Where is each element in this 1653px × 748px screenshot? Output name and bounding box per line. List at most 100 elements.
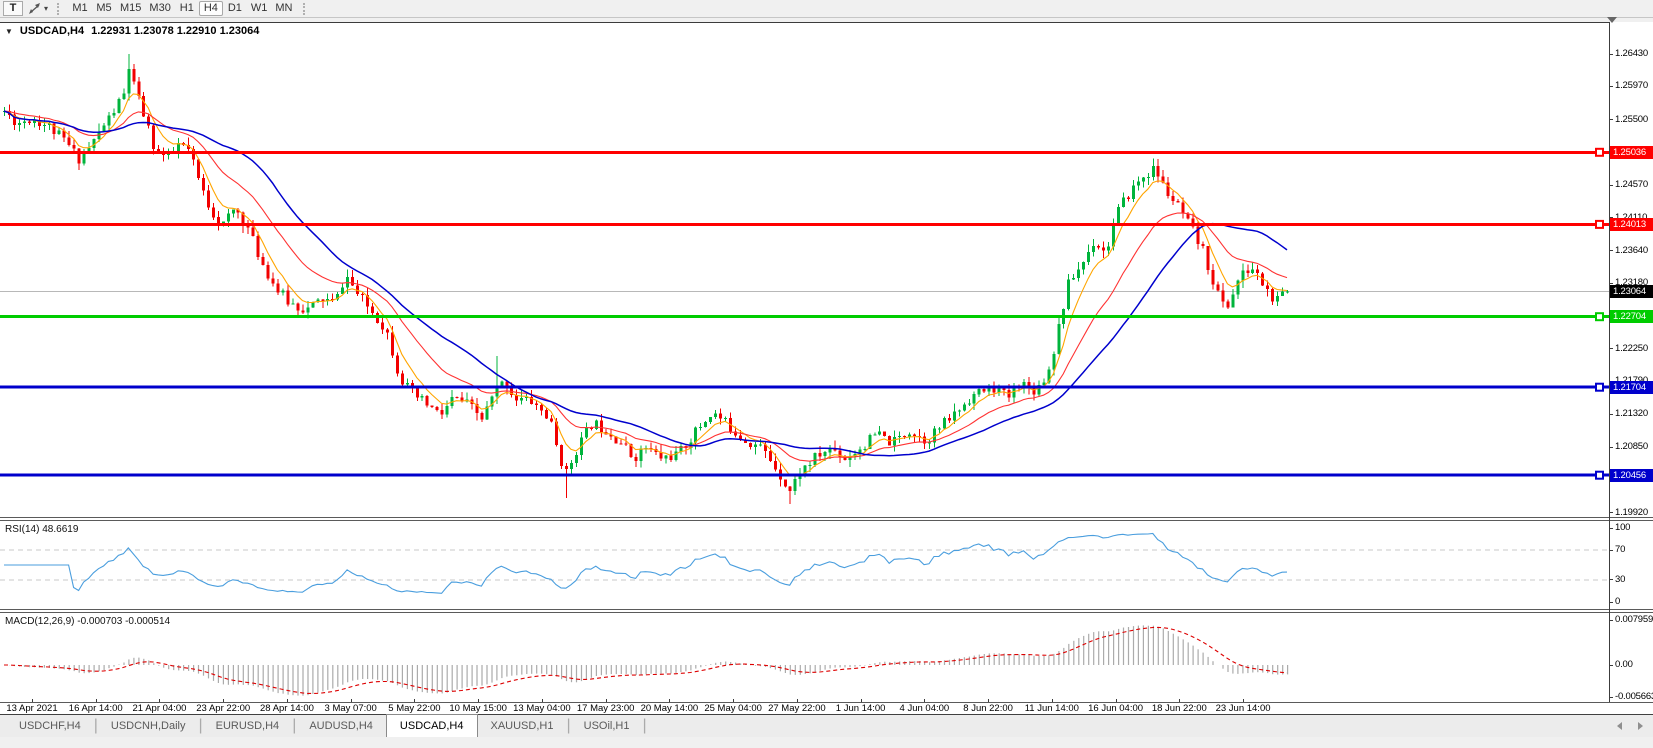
toolbar-grip (57, 2, 62, 15)
tab-usdcad-h4[interactable]: USDCAD,H4 (385, 714, 478, 737)
time-tick-mark (414, 699, 416, 702)
time-tick-mark (796, 699, 798, 702)
time-tick-mark (541, 699, 543, 702)
axis-tick-mark (1609, 601, 1613, 603)
price-tick-label: 1.23180 (1615, 277, 1648, 289)
macd-tick-label: 0.00 (1615, 659, 1633, 670)
price-tick-label: 1.23640 (1615, 244, 1648, 256)
tab-separator: | (198, 717, 203, 734)
time-tick-label: 10 May 15:00 (449, 703, 507, 714)
time-tick-label: 3 May 07:00 (324, 703, 377, 714)
chart-tab-bar: USDCHF,H4 | USDCNH,Daily | EURUSD,H4 | AUDUSD,… (0, 714, 1653, 737)
tab-eurusd-h4[interactable]: EURUSD,H4 (215, 720, 280, 732)
rsi-chart-canvas[interactable] (0, 521, 1609, 609)
price-level-tag[interactable]: 1.25036 (1610, 145, 1653, 159)
tab-usdchf-h4[interactable]: USDCHF,H4 (19, 720, 81, 732)
price-level-tag[interactable]: 1.24013 (1610, 217, 1653, 231)
timeframe-button-d1[interactable]: D1 (227, 2, 242, 14)
text-tool-button[interactable]: T (3, 1, 23, 16)
chevron-down-icon: ▾ (44, 4, 49, 13)
timeframe-button-h4[interactable]: H4 (198, 1, 223, 16)
symbol-label: USDCAD,H4 (19, 25, 85, 37)
bottom-strip (0, 737, 1653, 748)
panel-splitter[interactable] (0, 609, 1653, 610)
time-axis-line (0, 702, 1653, 703)
hline-1.25036[interactable] (0, 147, 1609, 157)
time-tick-label: 11 Jun 14:00 (1024, 703, 1079, 714)
price-tick-label: 1.20850 (1615, 441, 1648, 453)
axis-tick-mark (1609, 512, 1613, 514)
tab-separator: | (292, 717, 297, 734)
price-level-tag[interactable]: 1.21704 (1610, 380, 1653, 394)
price-tick-label: 1.26430 (1615, 48, 1648, 59)
timeframe-button-mn[interactable]: MN (275, 2, 293, 14)
panel-splitter[interactable] (0, 517, 1653, 518)
chart-top-strip (0, 18, 1653, 22)
hline-1.21704[interactable] (0, 382, 1609, 392)
axis-tick-mark (1609, 85, 1613, 87)
tab-separator: | (642, 717, 647, 734)
rsi-tick-label: 70 (1615, 544, 1626, 556)
time-tick-mark (32, 699, 33, 702)
timeframe-button-m5[interactable]: M5 (96, 2, 112, 14)
price-chart-canvas[interactable] (0, 22, 1609, 517)
tab-separator: | (93, 717, 98, 734)
axis-tick-mark (1609, 217, 1613, 219)
price-tick-label: 1.25500 (1615, 113, 1648, 125)
crosshair-tool-button[interactable]: ▾ (25, 1, 51, 16)
time-tick-label: 17 May 23:00 (576, 703, 635, 714)
price-tick-label: 1.24110 (1615, 212, 1647, 224)
time-tick-mark (350, 699, 352, 702)
timeframe-button-h1[interactable]: H1 (179, 2, 194, 14)
price-level-tag[interactable]: 1.20456 (1610, 468, 1653, 482)
toolbar-grip (302, 2, 308, 15)
axis-tick-mark (1609, 348, 1613, 350)
timeframe-button-m1[interactable]: M1 (72, 2, 88, 14)
scroll-right-icon[interactable] (1638, 722, 1643, 730)
price-tick-label: 1.22250 (1615, 342, 1648, 354)
time-tick-label: 16 Jun 04:00 (1088, 703, 1144, 714)
tab-scroll-arrows (1617, 715, 1643, 737)
time-tick-label: 18 Jun 22:00 (1151, 703, 1207, 714)
axis-tick-mark (1609, 446, 1613, 448)
timeframe-button-m15[interactable]: M15 (120, 2, 142, 14)
tab-separator: | (566, 717, 571, 734)
tab-usdcnh-daily[interactable]: USDCNH,Daily (110, 720, 186, 732)
time-tick-mark (223, 699, 225, 702)
price-tick-label: 1.24570 (1615, 179, 1648, 191)
hline-1.22704[interactable] (0, 312, 1609, 322)
time-tick-label: 5 May 22:00 (388, 703, 441, 714)
toolbar: T ▾ M1 M5 M15 M30 H1 H4 D1 W1 MN (0, 0, 1653, 18)
current-price-tag: 1.23064 (1610, 284, 1653, 298)
panel-splitter[interactable] (0, 612, 1653, 613)
timeframe-button-m30[interactable]: M30 (149, 2, 171, 14)
axis-tick-mark (1609, 527, 1613, 529)
chart-window-border (0, 22, 1609, 23)
time-tick-mark (860, 699, 862, 702)
tab-xauusd-h1[interactable]: XAUUSD,H1 (490, 720, 554, 732)
macd-chart-canvas[interactable] (0, 613, 1609, 702)
ohlc-values: 1.22931 1.23078 1.22910 1.23064 (91, 25, 260, 37)
time-tick-label: 20 May 14:00 (640, 703, 699, 714)
tab-audusd-h4[interactable]: AUDUSD,H4 (309, 720, 373, 732)
tab-usoil-h1[interactable]: USOil,H1 (583, 720, 630, 732)
collapse-arrow-icon[interactable]: ▼ (5, 26, 13, 36)
hline-1.20456[interactable] (0, 470, 1609, 480)
price-tick-label: 1.25970 (1615, 80, 1648, 92)
scroll-left-icon[interactable] (1617, 722, 1622, 730)
timeframe-button-w1[interactable]: W1 (250, 2, 268, 14)
axis-tick-mark (1609, 619, 1613, 621)
time-tick-label: 21 Apr 04:00 (132, 703, 187, 714)
time-tick-label: 23 Jun 14:00 (1215, 703, 1271, 714)
price-level-tag[interactable]: 1.22704 (1610, 310, 1653, 324)
time-tick-mark (1179, 699, 1181, 702)
time-tick-label: 16 Apr 14:00 (68, 703, 123, 714)
panel-splitter[interactable] (0, 520, 1653, 521)
price-tick-label: 1.19920 (1615, 506, 1648, 518)
scroll-marker-icon (1607, 17, 1617, 23)
time-tick-label: 28 Apr 14:00 (260, 703, 314, 714)
axis-tick-mark (1609, 413, 1613, 415)
hline-1.24013[interactable] (0, 219, 1609, 229)
axis-tick-mark (1609, 696, 1613, 698)
